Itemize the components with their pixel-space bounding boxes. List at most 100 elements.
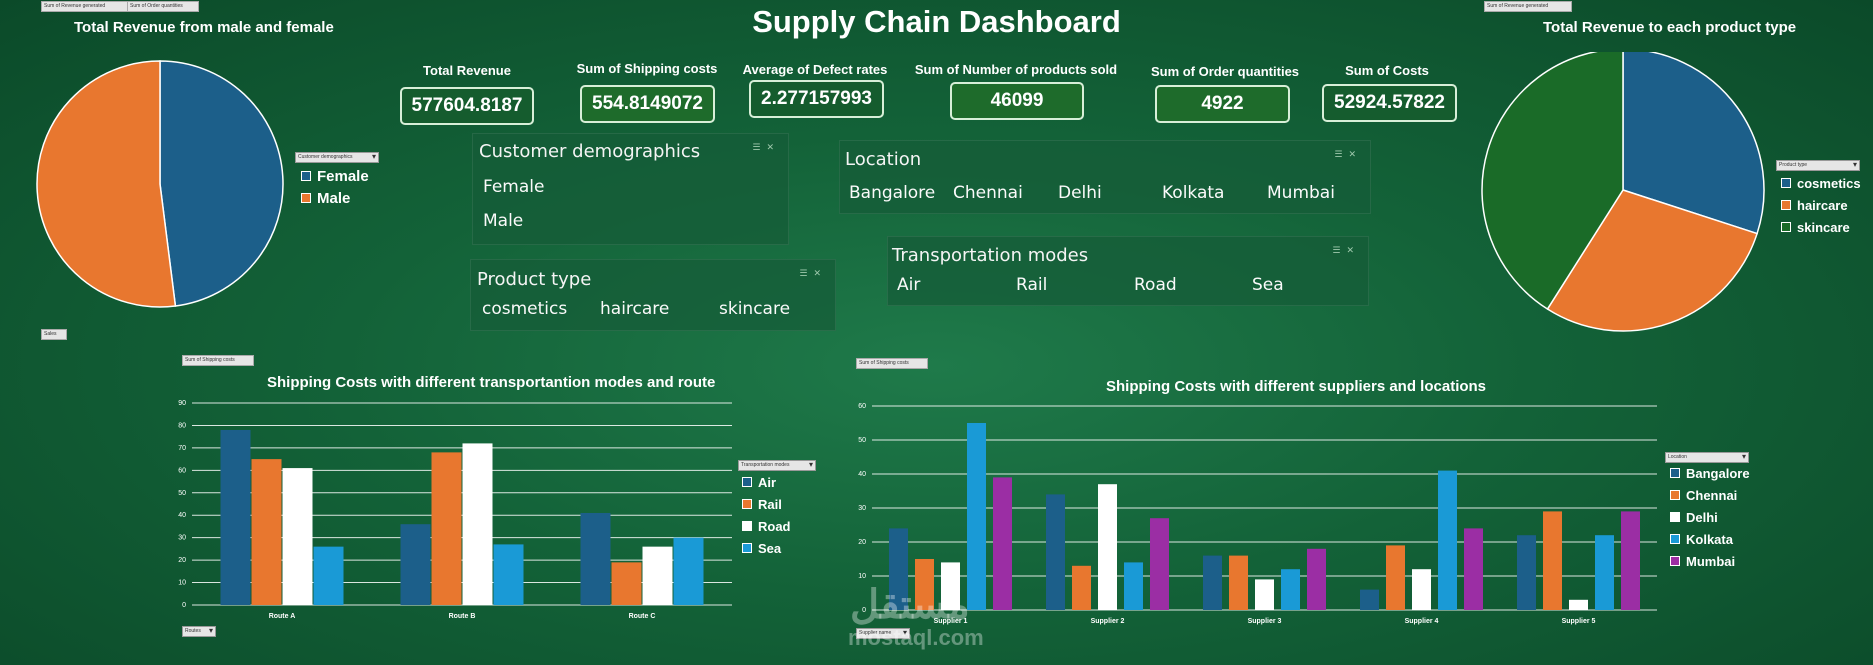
bar-kolkata-supplier-5[interactable] [1595, 535, 1614, 610]
bar-delhi-supplier-2[interactable] [1098, 484, 1117, 610]
pie-slice-cosmetics[interactable] [1622, 52, 1765, 235]
product-type-dropdown[interactable]: Product type [1776, 160, 1860, 171]
slicer-item-kolkata[interactable]: Kolkata [1162, 183, 1225, 203]
legend-item-female: Female [301, 165, 369, 187]
slicer-item-male[interactable]: Male [483, 211, 524, 231]
bar-bangalore-supplier-2[interactable] [1046, 494, 1065, 610]
bar-bangalore-supplier-4[interactable] [1360, 589, 1379, 610]
bar-chennai-supplier-4[interactable] [1386, 545, 1405, 610]
pie-slice-female[interactable] [159, 60, 284, 307]
kpi-shipping-costs-label: Sum of Shipping costs [576, 61, 718, 76]
slicer-item-cosmetics[interactable]: cosmetics [482, 299, 568, 319]
transportation-modes-dropdown[interactable]: Transportation modes [738, 460, 816, 471]
customer-demographics-dropdown[interactable]: Customer demographics [295, 152, 379, 163]
location-dropdown[interactable]: Location [1665, 452, 1749, 463]
bar-chennai-supplier-1[interactable] [915, 559, 934, 610]
bar-air-route-b[interactable] [400, 524, 431, 605]
bar-rail-route-a[interactable] [251, 459, 282, 605]
bar-mumbai-supplier-1[interactable] [993, 477, 1012, 610]
bar-sea-route-a[interactable] [313, 546, 344, 605]
bar-sea-route-c[interactable] [673, 537, 704, 605]
legend-item-male: Male [301, 187, 369, 209]
pie-slice-skincare[interactable] [1481, 52, 1624, 311]
bar-bangalore-supplier-5[interactable] [1517, 535, 1536, 610]
slicer-product-type: Product type ☰✕ cosmetics haircare skinc… [470, 259, 836, 331]
legend-label: Delhi [1686, 509, 1718, 525]
bar-air-route-c[interactable] [580, 512, 611, 605]
legend-label: Chennai [1686, 487, 1738, 503]
bar-rail-route-b[interactable] [431, 452, 462, 605]
pie-gender-title: Total Revenue from male and female [74, 19, 334, 36]
slicer-item-sea[interactable]: Sea [1252, 275, 1284, 295]
slicer-item-skincare[interactable]: skincare [719, 299, 791, 319]
bar-kolkata-supplier-2[interactable] [1124, 562, 1143, 610]
legend-swatch [1670, 534, 1680, 544]
bar-chennai-supplier-5[interactable] [1543, 511, 1562, 610]
bar-delhi-supplier-3[interactable] [1255, 579, 1274, 610]
slicer-header: Transportation modes [892, 245, 1089, 266]
field-button-revenue[interactable]: Sum of Revenue generated [41, 1, 129, 12]
bar-kolkata-supplier-4[interactable] [1438, 470, 1457, 610]
bar-road-route-c[interactable] [642, 546, 673, 605]
slicer-item-bangalore[interactable]: Bangalore [849, 183, 936, 203]
bar-bangalore-supplier-1[interactable] [889, 528, 908, 610]
bar-kolkata-supplier-3[interactable] [1281, 569, 1300, 610]
field-button-shipping-costs-right[interactable]: Sum of Shipping costs [856, 358, 928, 369]
slicer-item-haircare[interactable]: haircare [600, 299, 670, 319]
slicer-item-rail[interactable]: Rail [1016, 275, 1048, 295]
legend-swatch [742, 499, 752, 509]
slicer-clear-filter-icon[interactable]: ☰✕ [1332, 246, 1360, 256]
supplier-name-dropdown[interactable]: Supplier name [856, 628, 910, 639]
kpi-shipping-costs-value: 554.8149072 [580, 85, 715, 123]
bar-mumbai-supplier-5[interactable] [1621, 511, 1640, 610]
slicer-item-air[interactable]: Air [897, 275, 921, 295]
kpi-costs-value: 52924.57822 [1322, 84, 1457, 122]
pie-slice-haircare[interactable] [1546, 189, 1759, 332]
field-button-shipping-costs-left[interactable]: Sum of Shipping costs [182, 355, 254, 366]
slicer-location: Location ☰✕ Bangalore Chennai Delhi Kolk… [839, 140, 1371, 214]
legend-item-rail: Rail [742, 493, 791, 515]
slicer-clear-filter-icon[interactable]: ☰✕ [1334, 150, 1362, 160]
slicer-item-female[interactable]: Female [483, 177, 545, 197]
legend-label: skincare [1797, 219, 1850, 235]
bar-mumbai-supplier-3[interactable] [1307, 548, 1326, 610]
pie-product-title: Total Revenue to each product type [1543, 19, 1797, 36]
bar-rail-route-c[interactable] [611, 562, 642, 605]
bar-delhi-supplier-5[interactable] [1569, 599, 1588, 610]
bar-chennai-supplier-3[interactable] [1229, 555, 1248, 610]
bar-sea-route-b[interactable] [493, 544, 524, 605]
field-button-sales[interactable]: Sales [41, 329, 67, 340]
bar-supplier-chart: 0 10 20 30 40 50 60 Supplier 1 Supplier 2 Supplie… [858, 403, 1657, 625]
y-tick-label: 20 [178, 557, 186, 564]
y-tick-label: 0 [182, 602, 186, 609]
y-tick-label: 10 [178, 580, 186, 587]
slicer-clear-filter-icon[interactable]: ☰✕ [799, 269, 827, 279]
field-button-order-qty[interactable]: Sum of Order quantities [127, 1, 199, 12]
slicer-item-delhi[interactable]: Delhi [1058, 183, 1102, 203]
bar-chennai-supplier-2[interactable] [1072, 565, 1091, 610]
bar-delhi-supplier-1[interactable] [941, 562, 960, 610]
pie-slice-male[interactable] [36, 60, 177, 308]
bar-delhi-supplier-4[interactable] [1412, 569, 1431, 610]
slicer-item-mumbai[interactable]: Mumbai [1267, 183, 1335, 203]
routes-dropdown[interactable]: Routes [182, 626, 216, 637]
legend-label: Kolkata [1686, 531, 1733, 547]
field-button-revenue-right[interactable]: Sum of Revenue generated [1484, 1, 1572, 12]
bar-mumbai-supplier-2[interactable] [1150, 518, 1169, 610]
slicer-item-road[interactable]: Road [1134, 275, 1177, 295]
bar-road-route-b[interactable] [462, 443, 493, 605]
slicer-item-chennai[interactable]: Chennai [953, 183, 1023, 203]
bar-bangalore-supplier-3[interactable] [1203, 555, 1222, 610]
legend-label: cosmetics [1797, 175, 1861, 191]
bar-air-route-a[interactable] [220, 429, 251, 605]
x-tick-label: Route C [629, 613, 656, 620]
kpi-costs-label: Sum of Costs [1345, 63, 1429, 78]
bar-mumbai-supplier-4[interactable] [1464, 528, 1483, 610]
bar-road-route-a[interactable] [282, 468, 313, 605]
x-tick-label: Supplier 3 [1248, 618, 1282, 625]
bar-kolkata-supplier-1[interactable] [967, 423, 986, 610]
slicer-clear-filter-icon[interactable]: ☰✕ [752, 143, 780, 153]
kpi-order-quantities-value: 4922 [1155, 85, 1290, 123]
legend-item-kolkata: Kolkata [1670, 528, 1750, 550]
slicer-header: Product type [477, 269, 592, 290]
